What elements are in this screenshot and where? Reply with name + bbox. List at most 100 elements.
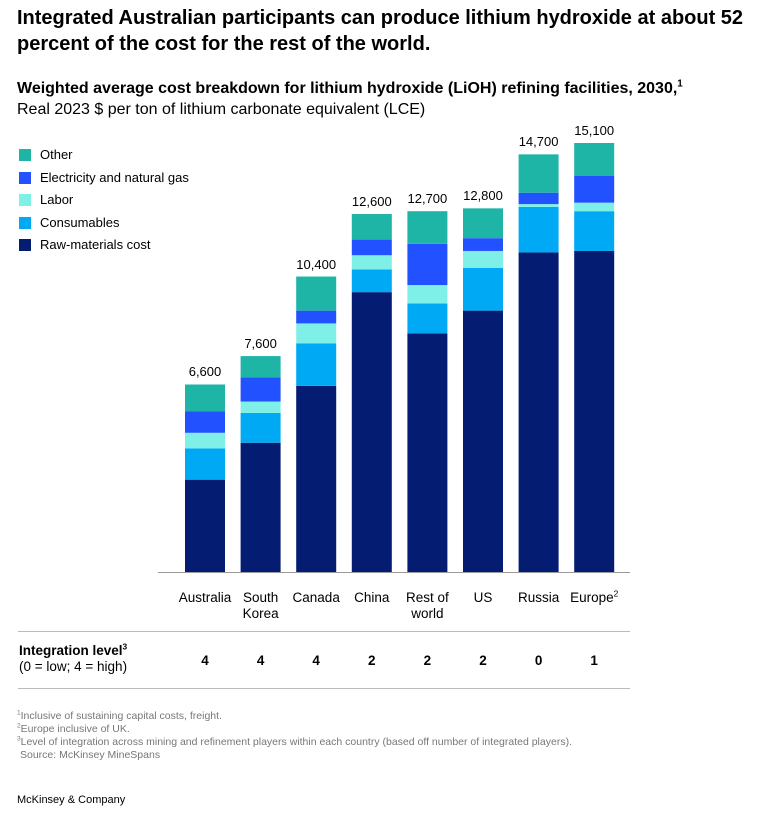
legend-label: Electricity and natural gas [40,169,189,185]
bar-segment [463,250,503,269]
bar-segment [407,211,448,244]
bar-segment [296,310,337,324]
bar-segment [351,255,392,270]
category-text: Australia [178,590,232,605]
bar-segment [518,192,559,205]
bar-segment [185,479,225,572]
total-label: 14,700 [518,134,559,150]
footnote: 2Europe inclusive of UK. [17,723,130,735]
bar-segment [296,343,337,386]
integration-value: 4 [312,653,320,668]
footnote-mark: 1 [677,78,683,90]
x-tick-label: Russia [509,590,569,606]
x-tick-label: Canada [286,590,346,606]
integration-value: 2 [423,653,432,668]
category-text: US [473,590,493,605]
bar-segment [351,269,392,293]
bar-segment [240,401,281,413]
chart-title: Integrated Australian participants can p… [17,7,744,55]
source: Source: McKinsey MineSpans [20,749,161,761]
integration-value: 0 [534,653,543,668]
footnote-mark: 3 [122,641,128,652]
total-label: 7,600 [244,336,277,352]
chart-subtitle: Weighted average cost breakdown for lith… [17,78,683,98]
x-tick-label: Australia [175,590,235,606]
category-text: Russia [517,590,560,605]
bar-segment [296,323,337,344]
bar-segment [574,175,615,203]
bar-segment [463,208,503,239]
x-tick-label: US [453,590,513,606]
footnote-mark: 3 [17,735,21,743]
bar-segment [240,442,281,572]
x-tick-label: South Korea [231,590,291,622]
total-label: 12,800 [463,188,503,204]
bar-segment [518,206,559,253]
bar-segment [240,356,281,378]
bar-segment [351,214,392,240]
bar-segment [185,432,225,449]
footnote: 3Level of integration across mining and … [17,736,572,748]
legend-label: Raw-materials cost [40,237,151,252]
total-label: 10,400 [296,256,337,272]
footnote-text: Inclusive of sustaining capital costs, f… [20,710,222,722]
brand: McKinsey & Company [17,794,126,806]
bar-segment [518,154,559,193]
integration-scale: (0 = low; 4 = high) [19,659,128,674]
integration-value: 4 [201,653,209,668]
total-label: 15,100 [574,123,615,138]
chart-units: Real 2023 $ per ton of lithium carbonate… [17,101,426,118]
total-label: 12,700 [407,191,448,207]
bar-segment [518,252,559,572]
bar-segment [574,211,615,251]
bar-segment [463,268,503,311]
legend-label: Other [40,147,73,162]
legend-swatch [19,216,31,229]
subtitle-text: Weighted average cost breakdown for lith… [17,80,678,97]
integration-label-text: Integration level [19,643,123,658]
category-text: Rest of world [406,590,449,621]
legend-swatch [19,171,31,184]
bar-segment [407,333,448,572]
category-text: South Korea [242,590,279,621]
bar-segment [407,303,448,334]
total-label: 12,600 [351,194,392,210]
bar-segment [240,412,281,443]
x-tick-label: Europe2 [564,588,624,606]
integration-value: 2 [479,653,487,668]
bar-segment [185,448,225,480]
integration-label: Integration level3 [19,641,128,658]
bar-segment [351,292,392,572]
x-tick-label: Rest of world [397,590,457,622]
bar-segment [407,285,448,304]
legend-swatch [19,239,31,251]
footnote-mark: 2 [613,588,619,599]
bar-segment [574,250,615,572]
bar-segment [574,202,615,212]
footnote-mark: 2 [17,722,21,730]
footnote-mark: 1 [17,709,21,717]
bar-segment [407,243,448,286]
total-label: 6,600 [188,364,222,380]
legend-swatch [19,194,31,206]
integration-value: 1 [590,653,598,668]
integration-value: 2 [368,653,376,668]
bar-segment [463,238,503,251]
x-tick-label: China [342,590,402,606]
bar-segment [185,411,225,433]
category-text: Europe [570,590,614,605]
bar-segment [296,276,337,311]
category-text: Canada [292,590,340,605]
footnote: 1Inclusive of sustaining capital costs, … [17,710,222,722]
bar-segment [463,310,503,572]
integration-value: 4 [256,653,265,668]
bar-segment [518,204,559,207]
bar-segment [240,377,281,402]
legend-label: Consumables [40,214,120,230]
bar-segment [574,143,615,176]
bar-segment [185,384,225,412]
legend-label: Labor [40,192,74,207]
bar-segment [351,239,392,256]
